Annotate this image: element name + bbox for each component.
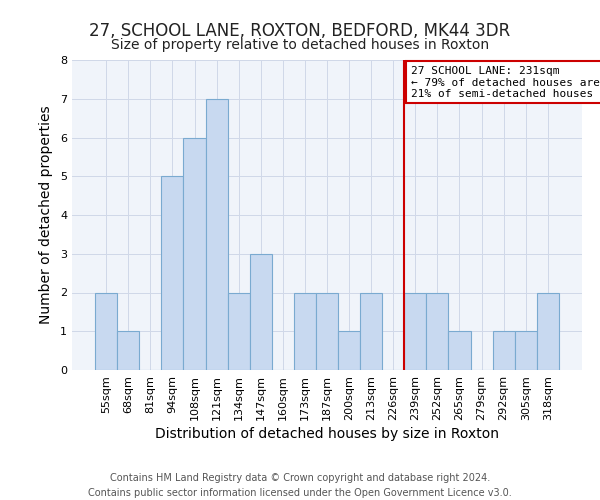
Bar (227, 292, 250, 370)
Text: 27, SCHOOL LANE, ROXTON, BEDFORD, MK44 3DR: 27, SCHOOL LANE, ROXTON, BEDFORD, MK44 3… (89, 22, 511, 40)
Text: Size of property relative to detached houses in Roxton: Size of property relative to detached ho… (111, 38, 489, 52)
Bar (448, 331, 470, 370)
Bar (515, 331, 537, 370)
Bar (316, 292, 338, 370)
Bar (117, 331, 139, 370)
Bar (184, 138, 206, 370)
Y-axis label: Number of detached properties: Number of detached properties (39, 106, 53, 324)
Bar (537, 292, 559, 370)
Bar (206, 99, 227, 370)
Bar (161, 176, 184, 370)
Bar (427, 292, 448, 370)
Bar (493, 331, 515, 370)
Bar (294, 292, 316, 370)
Text: 27 SCHOOL LANE: 231sqm
← 79% of detached houses are smaller (33)
21% of semi-det: 27 SCHOOL LANE: 231sqm ← 79% of detached… (411, 66, 600, 99)
Bar (250, 254, 272, 370)
Text: Contains HM Land Registry data © Crown copyright and database right 2024.
Contai: Contains HM Land Registry data © Crown c… (88, 472, 512, 498)
Bar (95, 292, 117, 370)
Bar (360, 292, 382, 370)
X-axis label: Distribution of detached houses by size in Roxton: Distribution of detached houses by size … (155, 427, 499, 441)
Bar (404, 292, 427, 370)
Bar (338, 331, 360, 370)
